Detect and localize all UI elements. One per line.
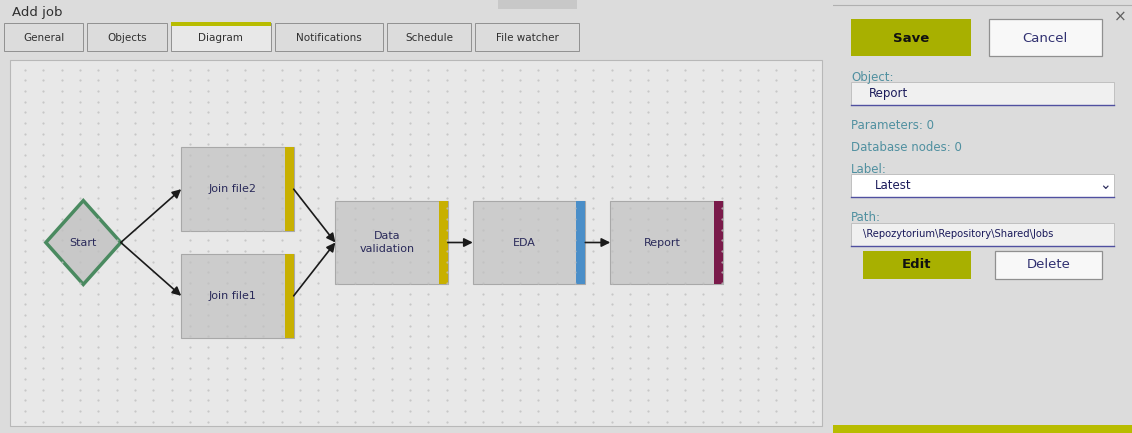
Text: Join file2: Join file2 [209,184,257,194]
Bar [475,23,580,51]
Text: File watcher: File watcher [496,32,558,42]
Text: Parameters: 0: Parameters: 0 [851,119,934,132]
Text: Start: Start [70,237,97,248]
Text: Notifications: Notifications [297,32,362,42]
Bar [863,251,970,279]
Text: Diagram: Diagram [198,32,243,42]
Text: Join file1: Join file1 [209,291,257,301]
Bar [851,174,1114,197]
Text: Cancel: Cancel [1022,32,1067,45]
Bar [181,147,293,231]
Text: Object:: Object: [851,71,893,84]
Bar [851,82,1114,105]
Text: \Repozytorium\Repository\Shared\Jobs: \Repozytorium\Repository\Shared\Jobs [863,229,1054,239]
Bar [284,147,293,231]
Text: Database nodes: 0: Database nodes: 0 [851,141,962,154]
Bar [610,200,722,284]
Bar [181,254,293,338]
Bar [851,19,970,56]
Text: Report: Report [643,237,680,248]
Bar [498,0,577,9]
Bar [473,200,585,284]
Bar [387,23,471,51]
Bar [995,251,1103,279]
Text: Add job: Add job [12,6,63,19]
Bar [5,23,84,51]
Text: ×: × [1114,10,1126,25]
Text: Schedule: Schedule [405,32,453,42]
Polygon shape [45,200,121,284]
Text: Objects: Objects [108,32,147,42]
Text: Report: Report [869,87,908,100]
Bar [576,200,585,284]
Bar [335,200,448,284]
Bar [87,23,166,51]
Bar [171,23,271,51]
Bar [275,23,384,51]
Text: Latest: Latest [875,179,911,192]
Bar [439,200,448,284]
Bar [713,200,722,284]
Bar [988,19,1103,56]
Text: ⌄: ⌄ [1099,178,1110,192]
Bar [851,223,1114,246]
Text: Label:: Label: [851,163,887,176]
Text: Edit: Edit [902,259,932,271]
Bar [171,22,271,26]
Bar [833,425,1132,433]
Text: General: General [23,32,65,42]
Text: Delete: Delete [1027,259,1070,271]
Text: EDA: EDA [513,237,535,248]
Bar [284,254,293,338]
Text: Save: Save [893,32,929,45]
Text: Data
validation: Data validation [360,231,414,254]
Text: Path:: Path: [851,211,881,224]
